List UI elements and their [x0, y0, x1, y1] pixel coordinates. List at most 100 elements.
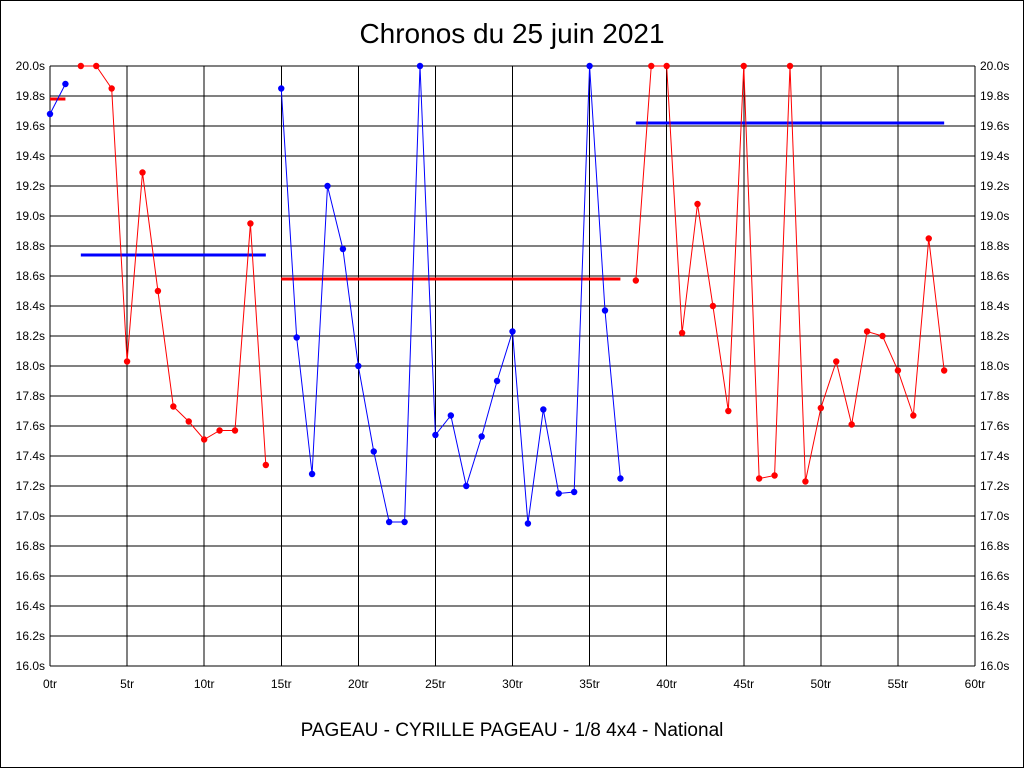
y-tick-label-left: 20.0s: [16, 59, 45, 73]
y-tick-label-left: 16.8s: [16, 539, 45, 553]
y-tick-label-right: 16.4s: [980, 599, 1009, 613]
y-tick-label-left: 17.0s: [16, 509, 45, 523]
x-tick-label: 10tr: [194, 677, 215, 691]
data-point: [62, 80, 69, 88]
data-point: [308, 470, 316, 478]
data-point: [540, 406, 547, 413]
y-tick-label-left: 16.4s: [16, 599, 45, 613]
x-tick-label: 40tr: [656, 677, 677, 691]
data-point: [432, 431, 439, 439]
y-tick-label-right: 18.8s: [980, 239, 1009, 253]
data-point: [108, 85, 115, 92]
x-tick-label: 45tr: [733, 677, 754, 691]
y-tick-label-left: 18.0s: [16, 359, 45, 373]
y-tick-label-right: 17.2s: [980, 479, 1009, 493]
y-tick-label-right: 19.4s: [980, 149, 1009, 163]
data-point: [601, 307, 609, 314]
data-point: [509, 328, 516, 335]
y-tick-label-right: 19.0s: [980, 209, 1009, 223]
y-tick-label-left: 16.2s: [16, 629, 45, 643]
data-point: [740, 62, 747, 70]
data-point: [555, 490, 562, 497]
data-point: [940, 367, 948, 374]
y-tick-label-right: 19.6s: [980, 119, 1009, 133]
data-point: [925, 235, 932, 242]
data-point: [416, 62, 424, 70]
chart-footer: PAGEAU - CYRILLE PAGEAU - 1/8 4x4 - Nati…: [300, 720, 724, 741]
data-point: [524, 520, 532, 527]
data-point: [200, 436, 208, 443]
y-tick-label-right: 18.6s: [980, 269, 1009, 283]
data-point: [786, 62, 794, 70]
y-tick-label-left: 18.4s: [16, 299, 45, 313]
y-tick-label-left: 19.2s: [16, 179, 45, 193]
data-point: [863, 328, 871, 335]
y-tick-label-left: 17.8s: [16, 389, 45, 403]
x-tick-label: 20tr: [348, 677, 369, 691]
x-tick-label: 25tr: [425, 677, 446, 691]
data-point: [185, 418, 192, 425]
data-point: [355, 362, 362, 370]
y-tick-label-left: 19.6s: [16, 119, 45, 133]
data-point: [324, 182, 331, 190]
y-tick-label-left: 17.6s: [16, 419, 45, 433]
data-point: [93, 62, 100, 70]
data-point: [879, 332, 886, 340]
data-point: [570, 488, 578, 496]
chart-title: Chronos du 25 juin 2021: [359, 18, 665, 49]
x-tick-label: 5tr: [120, 677, 134, 691]
data-point: [817, 404, 825, 412]
data-point: [463, 482, 470, 490]
data-point: [278, 85, 285, 92]
series-line: [49, 83, 66, 115]
data-point: [725, 407, 732, 415]
data-point: [663, 62, 670, 70]
data-point: [632, 277, 640, 284]
data-point: [339, 245, 347, 253]
data-point: [401, 518, 408, 526]
data-point: [231, 427, 239, 434]
y-tick-label-right: 16.8s: [980, 539, 1009, 553]
y-tick-label-right: 17.0s: [980, 509, 1009, 523]
y-tick-label-right: 17.4s: [980, 449, 1009, 463]
y-tick-label-right: 18.4s: [980, 299, 1009, 313]
y-tick-label-left: 19.8s: [16, 89, 45, 103]
data-point: [848, 421, 855, 428]
data-point: [617, 475, 624, 482]
series-line: [280, 65, 621, 524]
data-point: [478, 433, 485, 440]
data-point: [370, 448, 377, 455]
y-tick-label-left: 16.6s: [16, 569, 45, 583]
y-tick-label-right: 16.0s: [980, 659, 1009, 673]
data-point: [216, 427, 223, 434]
data-point: [833, 358, 840, 365]
data-point: [139, 169, 146, 176]
x-tick-label: 50tr: [810, 677, 831, 691]
data-point: [755, 475, 763, 482]
data-point: [694, 200, 701, 208]
x-tick-label: 30tr: [502, 677, 523, 691]
x-tick-label: 35tr: [579, 677, 600, 691]
y-tick-label-left: 19.4s: [16, 149, 45, 163]
data-point: [493, 377, 501, 385]
y-tick-label-right: 18.0s: [980, 359, 1009, 373]
data-point: [293, 334, 300, 341]
y-tick-label-right: 17.6s: [980, 419, 1009, 433]
y-tick-label-right: 16.2s: [980, 629, 1009, 643]
y-tick-label-left: 16.0s: [16, 659, 45, 673]
y-tick-label-right: 19.2s: [980, 179, 1009, 193]
x-tick-label: 55tr: [888, 677, 909, 691]
y-tick-label-right: 19.8s: [980, 89, 1009, 103]
data-point: [910, 412, 917, 419]
x-tick-label: 0tr: [43, 677, 57, 691]
x-tick-label: 15tr: [271, 677, 292, 691]
y-tick-label-left: 19.0s: [16, 209, 45, 223]
data-point: [247, 220, 254, 227]
y-tick-label-left: 17.4s: [16, 449, 45, 463]
data-point: [123, 358, 131, 365]
y-tick-label-right: 17.8s: [980, 389, 1009, 403]
data-point: [170, 403, 177, 410]
data-point: [447, 412, 455, 419]
data-point: [385, 518, 393, 526]
